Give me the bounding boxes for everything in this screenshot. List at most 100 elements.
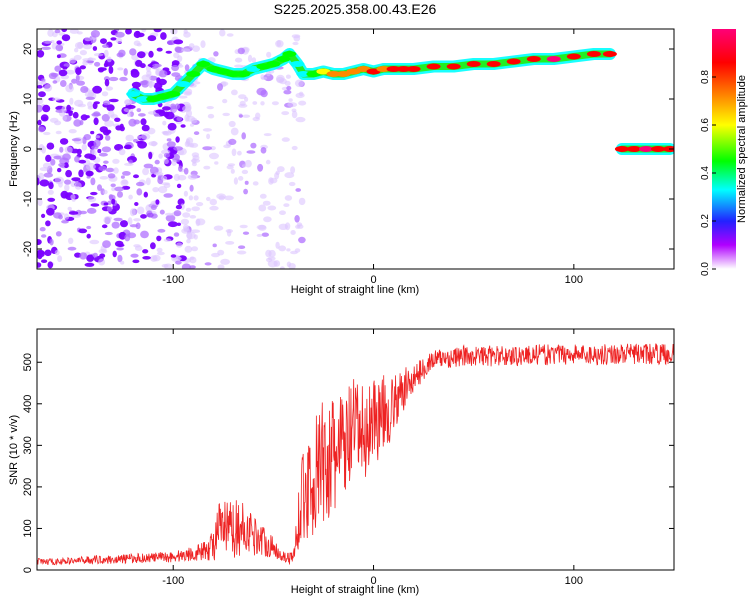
top-ylabel: Frequency (Hz) (8, 111, 20, 187)
noise-blob (166, 39, 176, 46)
noise-blob (87, 196, 97, 203)
noise-blob (298, 236, 306, 244)
top-ytick-label: 10 (22, 93, 34, 105)
noise-blob (122, 171, 131, 176)
noise-blob (145, 204, 153, 213)
noise-blob (279, 266, 285, 269)
noise-blob (181, 263, 191, 269)
noise-blob (156, 47, 163, 52)
noise-blob (286, 261, 292, 268)
noise-blob (104, 231, 113, 236)
noise-blob (148, 151, 153, 160)
noise-blob (131, 81, 141, 88)
noise-blob (220, 258, 231, 265)
noise-blob (267, 205, 277, 211)
noise-blob (176, 183, 182, 189)
noise-blob (259, 193, 267, 199)
noise-blob (105, 167, 115, 173)
noise-blob (176, 116, 183, 122)
noise-blob (121, 185, 131, 190)
noise-blob (64, 146, 73, 154)
noise-blob (85, 96, 96, 101)
noise-blob (107, 200, 112, 205)
snr-plot-area (37, 343, 674, 566)
noise-blob (124, 233, 131, 242)
noise-blob (286, 85, 292, 91)
noise-blob (242, 114, 251, 118)
noise-blob (167, 122, 177, 131)
noise-blob (183, 167, 189, 175)
noise-blob (157, 228, 166, 233)
noise-blob (41, 146, 46, 154)
noise-blob (250, 142, 257, 149)
noise-blob (62, 66, 68, 70)
noise-blob (76, 80, 85, 86)
noise-blob (38, 91, 46, 98)
track-point (566, 53, 581, 60)
noise-blob (226, 229, 232, 237)
noise-blob (68, 211, 79, 215)
noise-blob (80, 86, 89, 93)
track-point (176, 81, 191, 87)
spectrogram-noise (37, 29, 307, 269)
noise-blob (223, 144, 231, 149)
noise-blob (136, 181, 145, 187)
track-point (282, 51, 297, 57)
colorbar-tick-label: 0.6 (700, 118, 711, 132)
noise-blob (147, 81, 156, 87)
noise-blob (129, 208, 136, 217)
noise-blob (155, 109, 165, 114)
noise-blob (173, 52, 180, 59)
noise-blob (284, 172, 295, 179)
noise-blob (261, 232, 269, 237)
noise-blob (101, 114, 110, 122)
noise-blob (180, 124, 186, 128)
noise-blob (43, 172, 53, 178)
track-point (526, 56, 541, 62)
noise-blob (108, 98, 119, 103)
noise-blob (238, 94, 247, 100)
noise-blob (117, 254, 123, 263)
noise-blob (158, 70, 168, 78)
noise-blob (58, 163, 66, 167)
noise-blob (54, 249, 60, 256)
noise-blob (64, 179, 72, 185)
noise-blob (111, 221, 120, 229)
spectrogram-plot-area (37, 29, 674, 269)
track-point (651, 146, 665, 152)
snr-series-line (37, 343, 674, 566)
noise-blob (120, 175, 125, 179)
noise-blob (165, 214, 176, 222)
noise-blob (59, 146, 64, 153)
noise-blob (204, 262, 212, 266)
noise-blob (124, 162, 134, 166)
noise-blob (213, 51, 219, 57)
noise-blob (98, 249, 108, 254)
noise-blob (60, 80, 67, 87)
noise-blob (77, 103, 87, 108)
noise-blob (173, 210, 182, 217)
noise-blob (69, 57, 77, 64)
spectrogram-track-0 (126, 48, 617, 105)
track-point (196, 61, 211, 67)
noise-blob (100, 38, 107, 44)
noise-blob (189, 265, 196, 269)
noise-blob (103, 202, 109, 206)
noise-blob (103, 49, 109, 58)
noise-blob (180, 218, 190, 225)
noise-blob (193, 195, 199, 201)
track-point (639, 146, 653, 152)
noise-blob (68, 129, 77, 134)
noise-blob (47, 189, 54, 195)
noise-blob (117, 67, 124, 71)
noise-blob (85, 162, 96, 171)
bottom-ytick-label: 0 (22, 567, 34, 573)
noise-blob (111, 186, 116, 192)
noise-blob (288, 98, 293, 102)
noise-blob (175, 46, 184, 54)
noise-blob (152, 63, 162, 68)
noise-blob (93, 53, 104, 57)
noise-blob (98, 165, 107, 171)
